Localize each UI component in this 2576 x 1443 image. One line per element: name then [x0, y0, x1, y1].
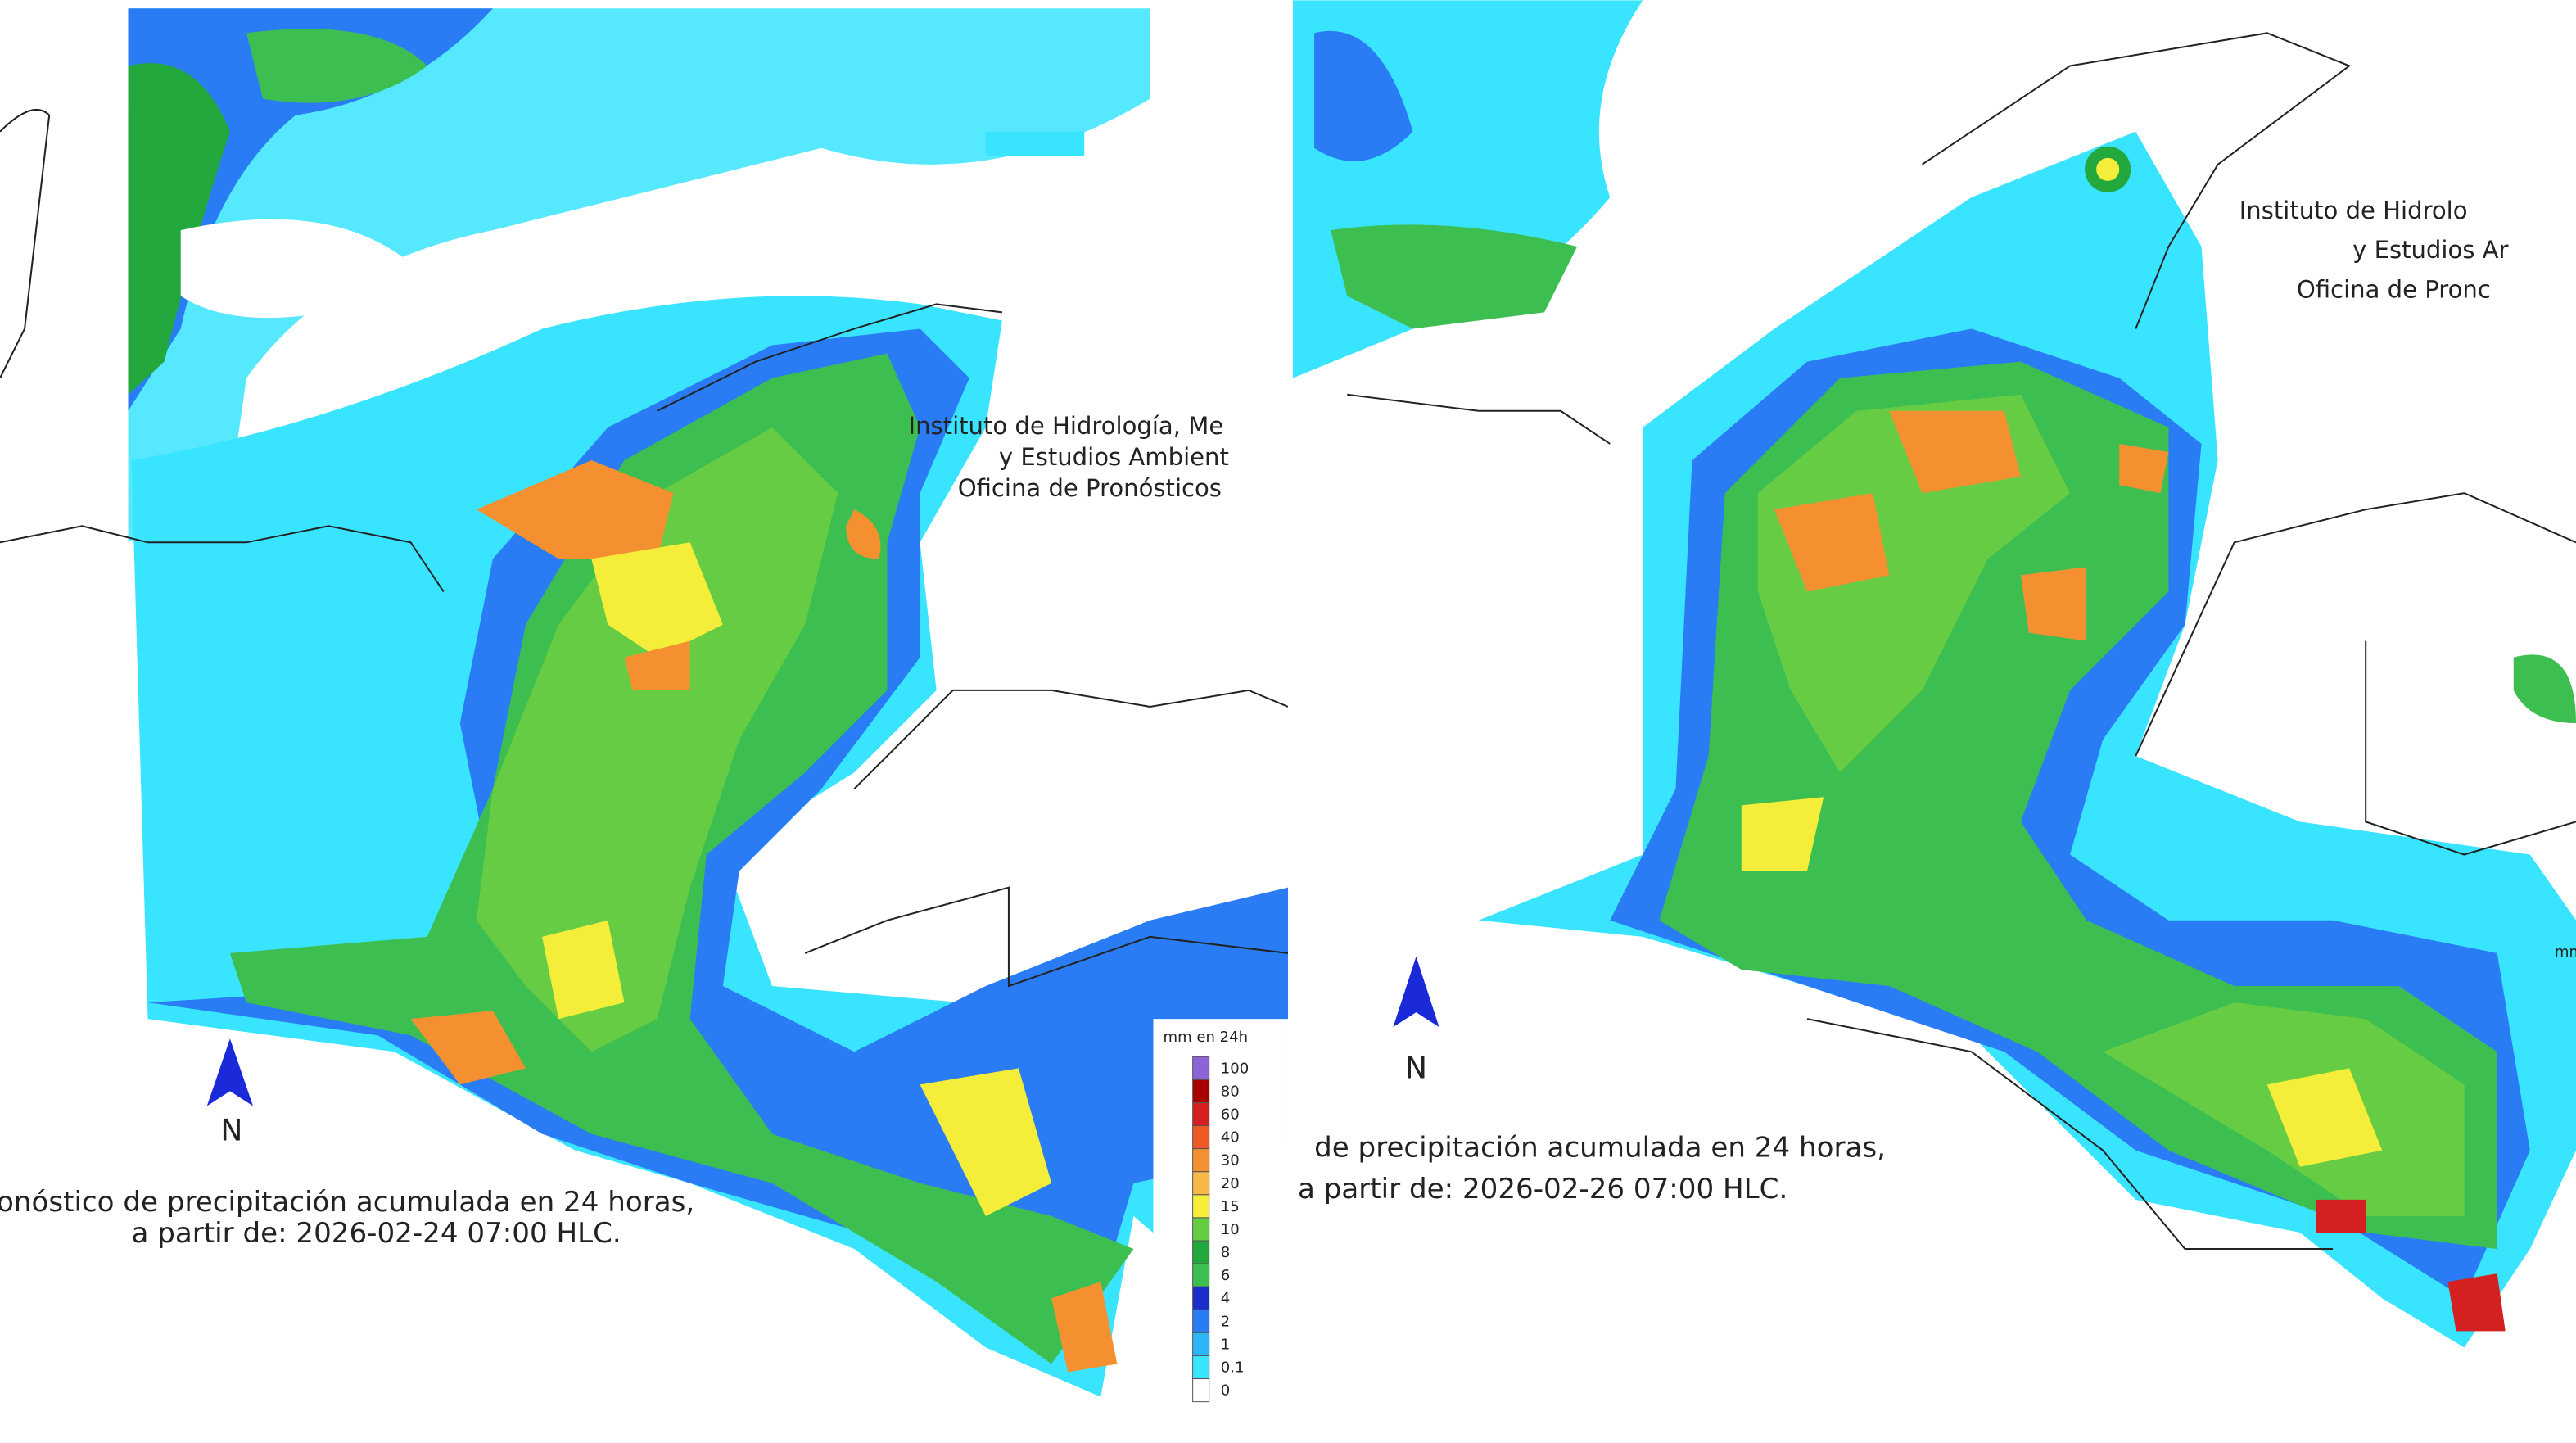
legend-swatch: [1192, 1125, 1210, 1150]
legend-label: 8: [1221, 1244, 1230, 1261]
legend-label: 1: [1221, 1336, 1230, 1353]
legend-swatch: [1192, 1332, 1210, 1356]
legend-label: 30: [1221, 1152, 1240, 1169]
north-arrow: [1393, 956, 1439, 1028]
north-label: N: [220, 1113, 242, 1148]
institute-line: Instituto de Hidrología, Me: [909, 412, 1224, 440]
legend-label: 10: [1221, 1221, 1240, 1238]
legend: 100 80 60 40 30 20 15 10 8 6 4 2 1 0.1 0: [1192, 1056, 1249, 1403]
legend-label: 15: [1221, 1198, 1240, 1215]
legend-label: 0.1: [1221, 1359, 1245, 1377]
borders: [1347, 32, 2576, 1251]
borders: [0, 108, 1288, 988]
legend-label: 0: [1221, 1382, 1230, 1400]
left-map: N Instituto de Hidrología, Me y Estudios…: [0, 8, 1288, 1414]
caption-line: de precipitación acumulada en 24 horas,: [1314, 1132, 1886, 1165]
north-arrow: [206, 1038, 253, 1106]
legend-swatch: [1192, 1217, 1210, 1242]
legend-swatch: [1192, 1378, 1210, 1403]
legend-label: 60: [1221, 1106, 1240, 1124]
institute-line: Oficina de Pronc: [2297, 275, 2491, 303]
legend-label: 6: [1221, 1267, 1230, 1284]
legend-label: 4: [1221, 1290, 1230, 1307]
legend-swatch: [1192, 1101, 1210, 1127]
legend-swatch: [1192, 1263, 1210, 1287]
legend-title: mm: [2555, 943, 2576, 961]
legend-title: mm en 24h: [1164, 1029, 1249, 1046]
legend-label: 20: [1221, 1175, 1240, 1192]
legend-label: 100: [1221, 1060, 1249, 1077]
right-map: N Instituto de Hidrolo y Estudios Ar Ofi…: [1293, 0, 2576, 1348]
institute-line: y Estudios Ambient: [999, 443, 1229, 471]
legend-swatch: [1192, 1171, 1210, 1196]
legend-swatch: [1192, 1286, 1210, 1310]
caption-line: onóstico de precipitación acumulada en 2…: [0, 1186, 694, 1219]
institute-line: Oficina de Pronósticos: [958, 474, 1222, 502]
legend-swatch: [1192, 1309, 1210, 1333]
legend-label: 80: [1221, 1083, 1240, 1100]
legend-swatch: [1192, 1240, 1210, 1264]
north-label: N: [1405, 1050, 1427, 1085]
legend-swatch: [1192, 1079, 1210, 1103]
legend-swatch: [1192, 1355, 1210, 1380]
institute-line: Instituto de Hidrolo: [2239, 197, 2468, 224]
legend-swatch: [1192, 1056, 1210, 1080]
institute-line: y Estudios Ar: [2352, 236, 2508, 264]
legend-label: 2: [1221, 1313, 1230, 1330]
legend-box: [1153, 1019, 1288, 1414]
legend-swatch: [1192, 1148, 1210, 1173]
legend-swatch: [1192, 1194, 1210, 1219]
caption-line: a partir de: 2026-02-24 07:00 HLC.: [132, 1217, 621, 1250]
legend-label: 40: [1221, 1129, 1240, 1147]
caption-line: a partir de: 2026-02-26 07:00 HLC.: [1298, 1173, 1787, 1206]
